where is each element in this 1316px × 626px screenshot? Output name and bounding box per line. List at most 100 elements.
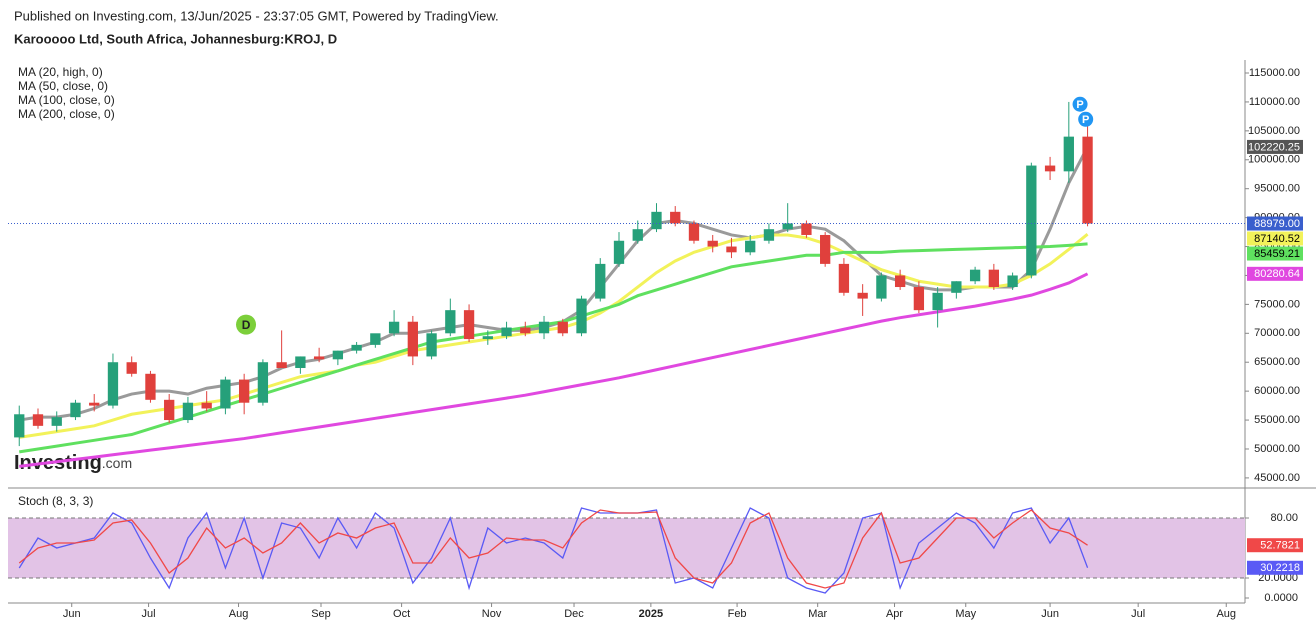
price-label-box	[1247, 216, 1303, 231]
candle-body	[370, 333, 381, 345]
candle-body	[145, 373, 156, 400]
price-label: 87140.52	[1254, 233, 1300, 245]
candle-body	[538, 321, 550, 334]
y-tick-label: 20.0000	[1258, 572, 1298, 584]
price-label-box	[1247, 139, 1303, 154]
legend-entry: MA (100, close, 0)	[18, 93, 115, 107]
price-label-box	[1247, 560, 1303, 575]
candle-body	[201, 402, 212, 409]
candle-body	[820, 234, 831, 264]
stoch-band	[8, 518, 1245, 578]
candle-body	[51, 417, 62, 426]
candle-body	[707, 240, 718, 247]
candle-body	[332, 350, 344, 360]
x-tick-label: Mar	[808, 608, 827, 620]
candle-body	[276, 362, 287, 369]
candle-body	[14, 414, 25, 438]
x-tick-label: Oct	[393, 608, 410, 620]
published-note: Published on Investing.com, 13/Jun/2025 …	[14, 8, 499, 23]
candle-body	[1063, 136, 1074, 172]
x-tick-label: 2025	[639, 608, 663, 620]
x-tick-label: Apr	[886, 608, 903, 620]
price-label: 80280.64	[1254, 268, 1300, 280]
y-tick-label: 65000.00	[1254, 356, 1300, 368]
candle-body	[239, 379, 250, 403]
candle-body	[1007, 275, 1018, 288]
candle-body	[576, 298, 587, 334]
candle-body	[782, 223, 793, 230]
candle-body	[426, 333, 437, 357]
price-label: 85459.21	[1254, 248, 1300, 260]
candle-body	[313, 356, 325, 360]
annotation-marker	[1072, 96, 1088, 112]
price-label-box	[1247, 231, 1303, 246]
price-label-box	[1247, 246, 1303, 261]
candle-body	[257, 362, 269, 403]
series-line	[19, 242, 1088, 454]
annotation-marker	[236, 314, 257, 335]
candle-body	[32, 414, 44, 426]
series-line	[19, 272, 1089, 468]
legend-entry: MA (50, close, 0)	[18, 79, 108, 93]
candle-body	[745, 240, 756, 253]
price-label: 52.7821	[1260, 540, 1300, 552]
y-tick-label: 80.00	[1270, 512, 1298, 524]
candle-body	[89, 402, 100, 406]
annotation-text: D	[242, 318, 251, 332]
candle-body	[632, 229, 643, 241]
price-label: 88979.00	[1254, 218, 1300, 230]
candle-body	[445, 310, 456, 334]
candle-body	[351, 344, 362, 351]
candle-body	[876, 275, 887, 299]
y-tick-label: 105000.00	[1248, 125, 1300, 137]
candle-body	[463, 310, 475, 340]
y-tick-label: 100000.00	[1248, 154, 1300, 166]
candle-body	[726, 246, 737, 253]
x-tick-label: Jun	[1041, 608, 1059, 620]
annotation-text: P	[1082, 114, 1089, 126]
candle-body	[951, 281, 962, 293]
candle-body	[969, 269, 981, 282]
candle-body	[126, 362, 137, 374]
candle-body	[913, 287, 925, 311]
candle-body	[407, 321, 418, 357]
y-tick-label: 50000.00	[1254, 443, 1300, 455]
x-tick-label: Jul	[142, 608, 156, 620]
candle-body	[838, 263, 850, 293]
series-line	[18, 509, 1088, 589]
x-tick-label: Nov	[482, 608, 502, 620]
candle-body	[595, 263, 606, 299]
x-tick-label: Jul	[1131, 608, 1145, 620]
y-tick-label: 0.0000	[1264, 592, 1298, 604]
candle-body	[688, 223, 700, 241]
y-tick-label: 75000.00	[1254, 298, 1300, 310]
legend-entry: MA (200, close, 0)	[18, 107, 115, 121]
candle-body	[932, 292, 943, 311]
y-tick-label: 95000.00	[1254, 183, 1300, 195]
candle-body	[520, 327, 531, 334]
candle-body	[801, 223, 812, 235]
price-label: 30.2218	[1260, 562, 1300, 574]
chart-title: Karooooo Ltd, South Africa, Johannesburg…	[14, 31, 337, 46]
candle-body	[613, 240, 625, 264]
x-tick-label: Aug	[1216, 608, 1236, 620]
candle-body	[295, 356, 306, 369]
price-label: 102220.25	[1248, 141, 1300, 153]
price-label-box	[1247, 538, 1303, 553]
candle-body	[182, 402, 194, 421]
candle-body	[164, 399, 175, 421]
logo-suffix: .com	[102, 455, 132, 471]
candle-body	[220, 379, 231, 409]
candle-body	[857, 292, 868, 299]
candle-body	[1026, 165, 1037, 276]
candle-body	[388, 321, 400, 334]
x-tick-label: Sep	[311, 608, 331, 620]
price-label-box	[1247, 266, 1303, 281]
y-tick-label: 60000.00	[1254, 385, 1300, 397]
candle-body	[670, 211, 681, 224]
x-tick-label: Jun	[63, 608, 81, 620]
y-tick-label: 70000.00	[1254, 327, 1300, 339]
candle-body	[70, 402, 81, 418]
